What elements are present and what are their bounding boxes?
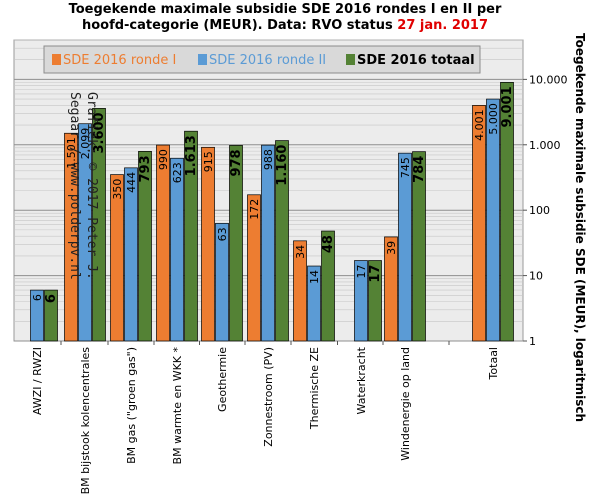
bar-ronde2-8 (398, 152, 412, 342)
legend-label-ronde2: SDE 2016 ronde II (209, 53, 326, 68)
bar-totaal-1 (92, 108, 106, 342)
bar-label: 1.613 (184, 135, 199, 176)
legend: SDE 2016 ronde I SDE 2016 ronde II SDE 2… (43, 45, 481, 74)
bar-label: 350 (111, 179, 124, 200)
bar-ronde1-2 (110, 174, 124, 342)
watermark-line2: Segaar / www.polderpv.nl (67, 92, 82, 280)
x-category-label: AWZI / RWZI (31, 347, 44, 415)
bar-label: 745 (399, 157, 412, 178)
bar-totaal-6 (321, 230, 335, 342)
bar-ronde2-3 (170, 157, 184, 342)
bar-label: 9.001 (500, 86, 515, 127)
bar-label: 34 (294, 245, 307, 259)
bar-label: 4.001 (473, 109, 486, 141)
bar-totaal-2 (138, 151, 152, 342)
watermark-line1: Grafiek: © 2017 Peter J. (84, 92, 99, 280)
bar-label: 14 (308, 270, 321, 284)
bar-totaal-3 (184, 130, 198, 342)
x-category-label: BM warmte en WKK * (171, 347, 184, 465)
bar-totaal-5 (275, 140, 289, 342)
chart-title-line2-text: hoofd-categorie (MEUR). Data: RVO status (81, 18, 398, 33)
bar-label: 444 (125, 172, 138, 193)
x-category-label: Windenergie op land (399, 347, 412, 461)
bar-ronde2-7 (354, 260, 368, 342)
bar-ronde1-3 (156, 144, 170, 342)
bar-totaal-0 (44, 289, 58, 342)
bar-label: 988 (262, 149, 275, 170)
legend-label-totaal: SDE 2016 totaal (357, 53, 475, 68)
bar-label: 990 (157, 149, 170, 170)
bar-label: 48 (321, 235, 336, 253)
category-separators (60, 341, 450, 345)
bar-label: 2.099 (79, 128, 92, 160)
x-category-label: Totaal (487, 347, 500, 380)
bar-label: 1.501 (65, 137, 78, 169)
bars (30, 82, 514, 342)
bar-ronde2-1 (78, 123, 92, 342)
chart-title-line1: Toegekende maximale subsidie SDE 2016 ro… (68, 2, 502, 17)
bar-ronde2-5 (261, 144, 275, 342)
bar-label: 6 (31, 294, 44, 301)
bar-label: 172 (248, 199, 261, 220)
legend-swatch-ronde1 (52, 54, 61, 65)
x-category-label: Zonnestroom (PV) (262, 347, 275, 447)
x-axis-labels: AWZI / RWZI BM bijstook kolencentrales BM … (31, 346, 500, 494)
x-category-label: BM bijstook kolencentrales (79, 347, 92, 495)
x-category-label: Geothermie (216, 347, 229, 412)
bar-label: 915 (202, 151, 215, 172)
legend-label-ronde1: SDE 2016 ronde I (63, 53, 176, 68)
bar-ronde2-2 (124, 167, 138, 342)
legend-swatch-totaal (346, 54, 355, 65)
bar-ronde2-0 (30, 289, 44, 342)
bar-ronde2-6 (307, 265, 321, 342)
bar-ronde1-1 (64, 132, 78, 342)
chart-title-date: 27 jan. 2017 (397, 18, 489, 33)
y-axis-title: Toegekende maximale subsidie SDE (MEUR),… (573, 33, 587, 422)
bar-ronde1-5 (247, 194, 261, 342)
watermark: Grafiek: © 2017 Peter J. Segaar / www.po… (67, 92, 99, 280)
y-tick-label: 10.000 (529, 73, 568, 86)
bar-label: 3.600 (92, 112, 107, 153)
bar-label: 39 (385, 241, 398, 255)
bar-ronde1-6 (293, 240, 307, 342)
bar-label: 978 (229, 149, 244, 176)
bar-ronde2-9 (486, 98, 500, 342)
bar-label: 623 (171, 162, 184, 183)
bar-totaal-9 (500, 82, 514, 342)
x-category-label: Waterkracht (355, 346, 368, 414)
bar-label: 6 (44, 294, 59, 303)
chart-title-line2: hoofd-categorie (MEUR). Data: RVO status… (0, 18, 570, 34)
bar-label: 17 (355, 265, 368, 279)
bar-ronde2-4 (215, 222, 229, 342)
y-axis-ticks: 1 10 100 1.000 10.000 (523, 73, 568, 348)
y-tick-label: 100 (529, 204, 550, 217)
bar-totaal-7 (368, 260, 382, 342)
bar-label: 793 (138, 155, 153, 182)
y-tick-label: 10 (529, 270, 543, 283)
bar-ronde1-4 (201, 146, 215, 342)
legend-box (43, 45, 481, 74)
bar-totaal-8 (412, 151, 426, 342)
bar-label: 1.160 (275, 145, 290, 186)
legend-swatch-ronde2 (198, 54, 207, 65)
bar-label: 784 (412, 156, 427, 183)
y-tick-label: 1.000 (529, 139, 561, 152)
bar-label: 5.000 (487, 103, 500, 135)
bar-label: 17 (368, 265, 383, 283)
x-category-label: Thermische ZE (308, 347, 321, 430)
bar-label: 63 (216, 227, 229, 241)
bar-ronde1-9 (472, 105, 486, 342)
chart-title: Toegekende maximale subsidie SDE 2016 ro… (0, 2, 570, 34)
x-category-label: BM gas ("groen gas") (125, 347, 138, 464)
y-tick-label: 1 (529, 335, 536, 348)
bar-ronde1-8 (384, 236, 398, 342)
bar-totaal-4 (229, 145, 243, 342)
